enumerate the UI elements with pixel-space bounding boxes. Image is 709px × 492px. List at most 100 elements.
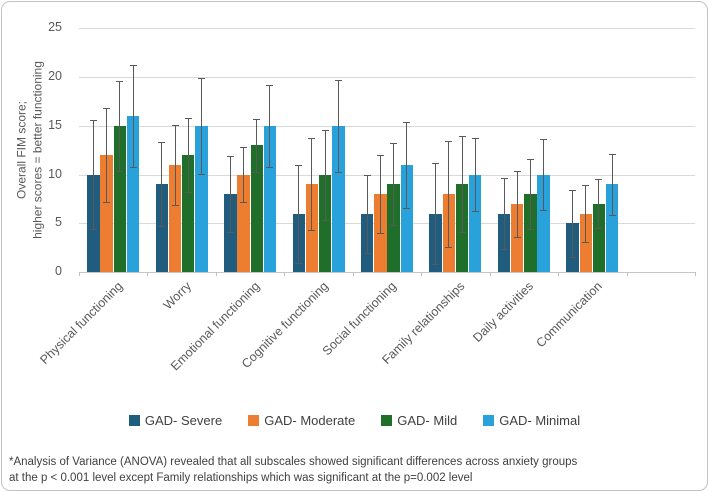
gridline <box>79 125 695 127</box>
error-bar-cap <box>184 192 192 194</box>
error-bar-cap <box>595 179 603 181</box>
error-bar-cap <box>308 138 316 140</box>
gridline <box>79 174 695 176</box>
bar <box>168 164 182 273</box>
legend-item: GAD- Minimal <box>483 413 580 428</box>
error-bar-cap <box>526 229 534 231</box>
error-bar-cap <box>582 185 590 187</box>
x-axis-tick <box>352 272 354 277</box>
error-bar <box>187 117 189 193</box>
legend-swatch <box>483 415 495 426</box>
y-tick-label: 20 <box>48 68 62 83</box>
gridline <box>79 272 695 274</box>
error-bar <box>311 138 313 231</box>
legend-label: GAD- Mild <box>397 413 458 428</box>
bar <box>113 125 126 273</box>
error-bar <box>92 119 94 230</box>
bar <box>524 194 537 273</box>
error-bar-cap <box>432 162 440 164</box>
x-axis-tick <box>215 272 217 277</box>
error-bar <box>543 139 545 210</box>
error-bar-cap <box>253 118 261 120</box>
error-bar-cap <box>116 80 124 82</box>
error-bar <box>174 124 176 205</box>
error-bar-cap <box>500 178 508 180</box>
error-bar-cap <box>129 166 137 168</box>
error-bar-cap <box>295 164 303 166</box>
category-label: Worry <box>160 279 194 313</box>
error-bar <box>379 155 381 234</box>
gridline <box>79 223 695 225</box>
error-bar-cap <box>595 228 603 230</box>
y-tick-label: 10 <box>48 166 62 181</box>
error-bar-cap <box>89 229 97 231</box>
error-bar-cap <box>295 262 303 264</box>
x-axis-tick <box>558 272 560 277</box>
error-bar <box>572 190 574 257</box>
legend: GAD- Severe GAD- Moderate GAD- Mild GAD- Mi… <box>2 413 707 428</box>
legend-item: GAD- Moderate <box>248 413 355 428</box>
error-bar-cap <box>376 233 384 235</box>
error-bar-cap <box>308 230 316 232</box>
legend-label: GAD- Minimal <box>499 413 581 428</box>
bar <box>155 184 169 273</box>
bar <box>469 174 482 273</box>
legend-swatch <box>248 415 260 426</box>
error-bar-cap <box>363 174 371 176</box>
error-bar-cap <box>184 117 192 119</box>
error-bar-cap <box>376 155 384 157</box>
bar <box>537 174 550 273</box>
error-bar-cap <box>500 248 508 250</box>
category-label: Communication <box>532 279 605 351</box>
error-bar-cap <box>458 136 466 138</box>
error-bar-cap <box>582 242 590 243</box>
bar <box>237 174 250 273</box>
error-bar-cap <box>253 171 261 173</box>
x-axis-tick <box>421 272 423 277</box>
x-axis-tick <box>147 272 149 277</box>
error-bar <box>435 162 437 265</box>
error-bar <box>298 164 300 263</box>
error-bar-cap <box>226 232 234 234</box>
error-bar-cap <box>432 264 440 266</box>
error-bar <box>119 80 121 171</box>
error-bar <box>269 84 271 167</box>
error-bar-cap <box>158 226 166 228</box>
error-bar-cap <box>569 256 577 258</box>
error-bar <box>598 179 600 229</box>
error-bar <box>393 143 395 226</box>
error-bar-cap <box>458 232 466 234</box>
error-bar-cap <box>158 142 166 144</box>
bar <box>250 145 263 273</box>
legend-item: GAD- Severe <box>128 413 222 428</box>
error-bar-cap <box>171 124 179 126</box>
error-bar <box>461 136 463 233</box>
error-bar-cap <box>89 119 97 121</box>
error-bar-cap <box>569 190 577 192</box>
bar <box>592 203 606 273</box>
error-bar-cap <box>608 154 616 156</box>
bar <box>318 174 332 273</box>
error-bar-cap <box>240 201 247 203</box>
bar <box>100 155 113 273</box>
bar <box>263 125 277 273</box>
error-bar <box>448 141 450 247</box>
error-bar-cap <box>513 237 521 239</box>
error-bar-cap <box>403 121 411 123</box>
error-bar <box>337 79 339 172</box>
legend-label: GAD- Moderate <box>264 413 356 428</box>
bar <box>126 115 140 273</box>
gridline <box>79 76 695 78</box>
error-bar <box>324 129 326 220</box>
error-bar <box>161 142 163 227</box>
y-tick-label: 25 <box>48 20 62 34</box>
footnote-line: at the p < 0.001 level except Family rel… <box>9 471 473 484</box>
error-bar <box>516 170 518 238</box>
footnote-line: *Analysis of Variance (ANOVA) revealed t… <box>9 456 578 468</box>
error-bar <box>529 158 531 230</box>
error-bar-cap <box>197 173 205 175</box>
error-bar-cap <box>526 158 534 160</box>
error-bar <box>503 178 505 249</box>
error-bar-cap <box>240 147 247 149</box>
